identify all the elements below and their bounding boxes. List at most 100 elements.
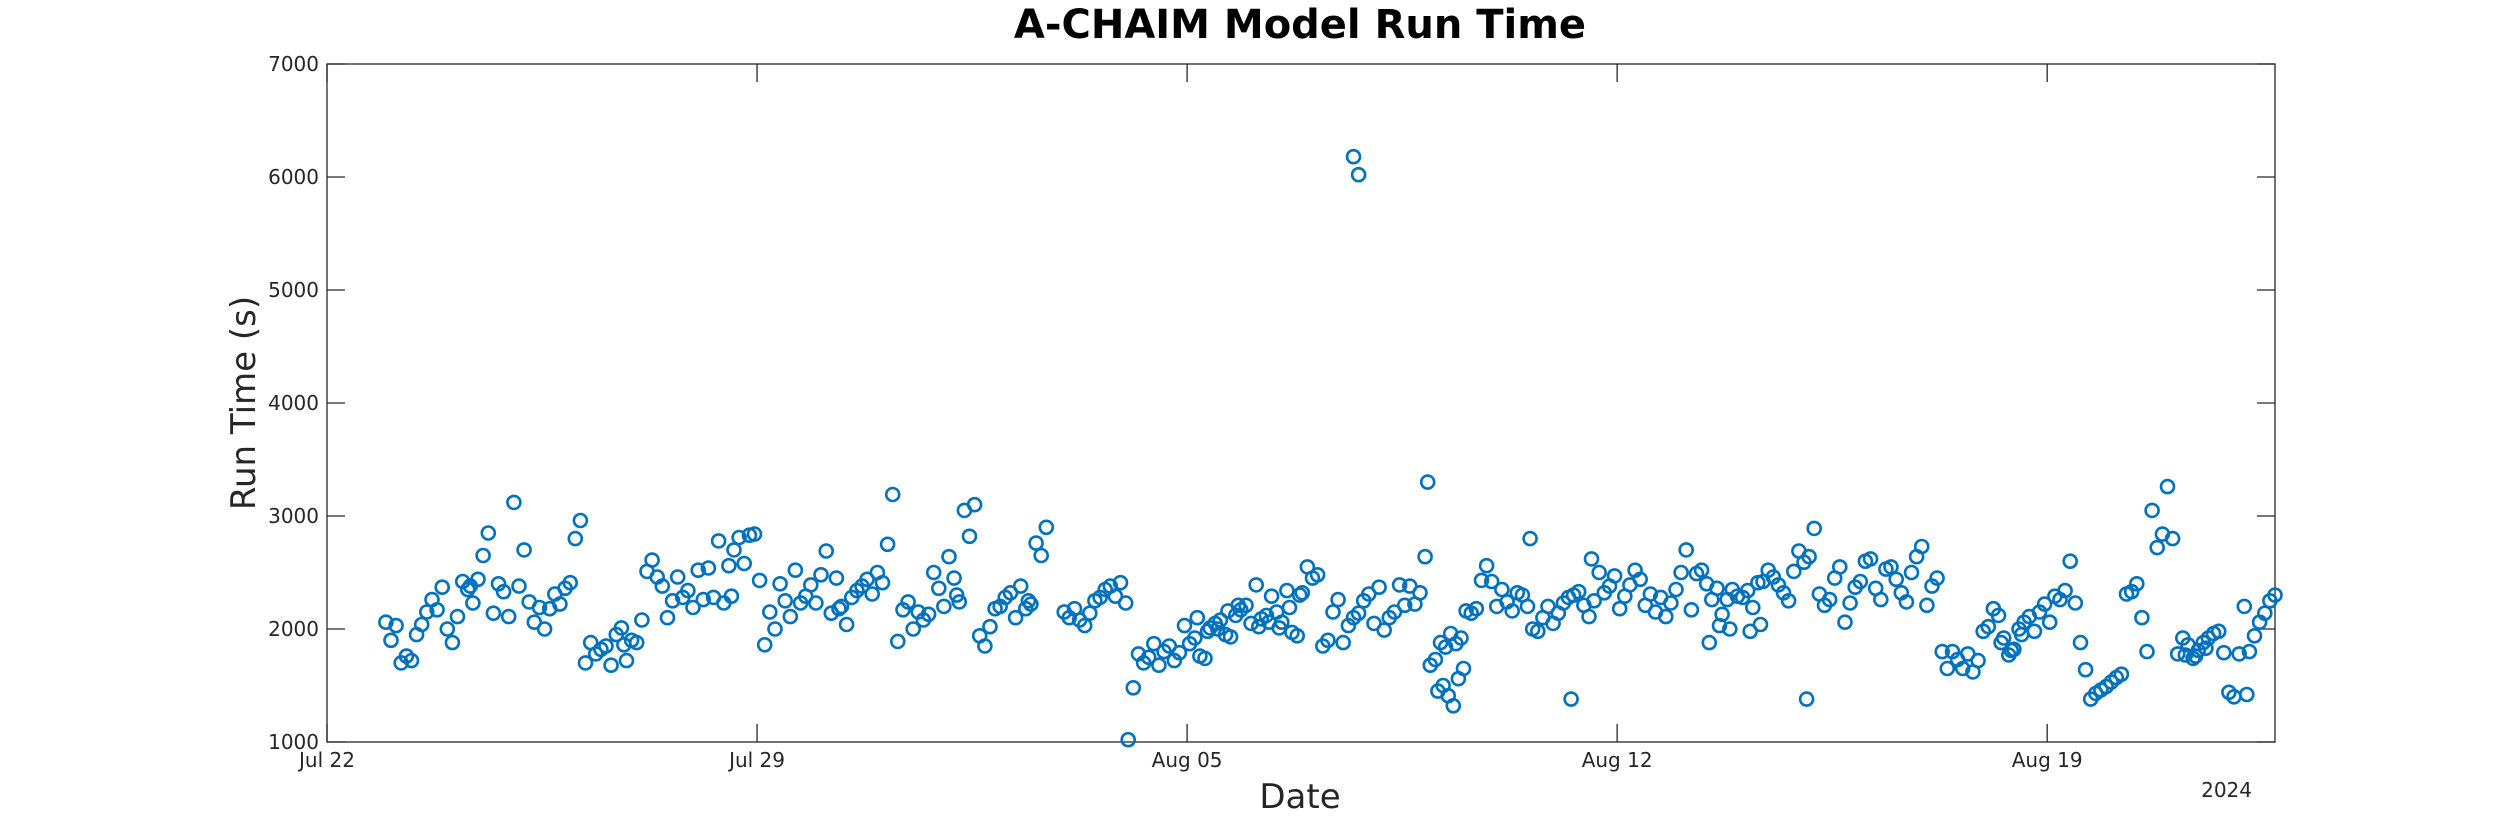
data-point bbox=[961, 528, 978, 545]
data-point bbox=[1112, 574, 1129, 591]
data-point bbox=[1929, 570, 1945, 586]
data-point bbox=[828, 570, 845, 586]
data-point bbox=[1939, 660, 1956, 677]
data-point bbox=[1007, 609, 1024, 626]
data-point bbox=[1673, 564, 1689, 581]
data-point bbox=[736, 555, 753, 572]
data-point bbox=[669, 569, 686, 585]
y-axis-title: Run Time (s) bbox=[224, 296, 264, 510]
data-point bbox=[1028, 535, 1044, 551]
data-point bbox=[1335, 634, 1351, 651]
data-point bbox=[552, 596, 568, 612]
data-point bbox=[2134, 609, 2150, 626]
data-point bbox=[1852, 573, 1869, 590]
x-tick-label: Jul 22 bbox=[297, 748, 355, 772]
data-point bbox=[1038, 519, 1055, 536]
data-point bbox=[1919, 597, 1935, 614]
data-point bbox=[930, 580, 947, 597]
data-point bbox=[1658, 608, 1674, 625]
data-point bbox=[1197, 650, 1213, 667]
data-point bbox=[1453, 630, 1469, 646]
data-point bbox=[536, 621, 553, 637]
data-point bbox=[977, 638, 993, 654]
data-point bbox=[449, 608, 466, 625]
data-point bbox=[1279, 582, 1295, 599]
data-point bbox=[1821, 591, 1838, 608]
data-point bbox=[1345, 148, 1362, 165]
data-point bbox=[777, 592, 794, 609]
data-point bbox=[1711, 617, 1728, 634]
data-point bbox=[1801, 548, 1817, 565]
data-point bbox=[761, 604, 778, 620]
data-point bbox=[1873, 591, 1889, 608]
data-point bbox=[485, 605, 502, 622]
data-point bbox=[1883, 559, 1899, 575]
data-point bbox=[613, 620, 630, 636]
year-label: 2024 bbox=[2201, 778, 2252, 802]
data-point bbox=[511, 578, 527, 594]
data-point bbox=[1570, 583, 1587, 600]
data-point bbox=[1176, 617, 1193, 634]
data-point bbox=[2241, 643, 2258, 660]
data-point bbox=[1611, 600, 1628, 617]
data-point bbox=[1806, 520, 1822, 537]
data-point bbox=[1530, 623, 1546, 640]
data-point bbox=[2267, 587, 2283, 603]
data-point bbox=[2210, 623, 2227, 640]
data-point bbox=[403, 652, 420, 669]
data-point bbox=[465, 595, 481, 611]
data-point bbox=[782, 608, 799, 625]
data-point bbox=[1954, 660, 1971, 677]
data-point bbox=[1668, 581, 1684, 598]
x-axis: Jul 22 Jul 29 Aug 05 Aug 12 Aug 19 bbox=[297, 64, 2083, 772]
data-point bbox=[1117, 595, 1134, 611]
data-point bbox=[1222, 629, 1239, 645]
data-point bbox=[2072, 634, 2089, 651]
data-point bbox=[1862, 551, 1879, 567]
data-point bbox=[1934, 643, 1950, 660]
data-point bbox=[418, 604, 435, 620]
data-point bbox=[1504, 603, 1520, 619]
x-axis-title: Date bbox=[1259, 777, 1340, 817]
data-point bbox=[1271, 620, 1287, 636]
data-point bbox=[1309, 566, 1326, 583]
data-point bbox=[1786, 563, 1802, 580]
data-point bbox=[1120, 731, 1136, 748]
data-point bbox=[1745, 599, 1761, 616]
data-point bbox=[1591, 564, 1607, 581]
data-point bbox=[2149, 539, 2165, 556]
y-tick-label: 6000 bbox=[268, 165, 319, 189]
data-point bbox=[1238, 597, 1254, 614]
y-tick-label: 2000 bbox=[268, 617, 319, 641]
data-point bbox=[2144, 502, 2160, 519]
data-point bbox=[884, 486, 901, 503]
data-point bbox=[731, 529, 747, 546]
data-point bbox=[1146, 635, 1162, 652]
data-point bbox=[946, 570, 962, 586]
data-point bbox=[500, 608, 517, 625]
data-point bbox=[721, 557, 737, 574]
y-tick-label: 1000 bbox=[268, 730, 319, 754]
data-point bbox=[506, 494, 522, 511]
data-point bbox=[1522, 530, 1538, 547]
data-point bbox=[480, 525, 497, 541]
data-point bbox=[1419, 474, 1436, 490]
y-tick-label: 7000 bbox=[268, 52, 319, 76]
data-point bbox=[951, 594, 968, 610]
data-point bbox=[1187, 630, 1203, 646]
data-point bbox=[603, 657, 619, 674]
data-point bbox=[598, 638, 614, 654]
data-point bbox=[1678, 542, 1694, 558]
data-point bbox=[616, 636, 632, 653]
data-point bbox=[1632, 571, 1648, 588]
data-point bbox=[1445, 697, 1462, 714]
data-point bbox=[654, 578, 671, 594]
data-point bbox=[2198, 640, 2214, 657]
data-point bbox=[879, 536, 896, 553]
data-point bbox=[388, 617, 404, 634]
data-point bbox=[2169, 646, 2186, 662]
data-point bbox=[1798, 691, 1815, 707]
data-point bbox=[1033, 547, 1049, 564]
data-point bbox=[802, 577, 819, 593]
